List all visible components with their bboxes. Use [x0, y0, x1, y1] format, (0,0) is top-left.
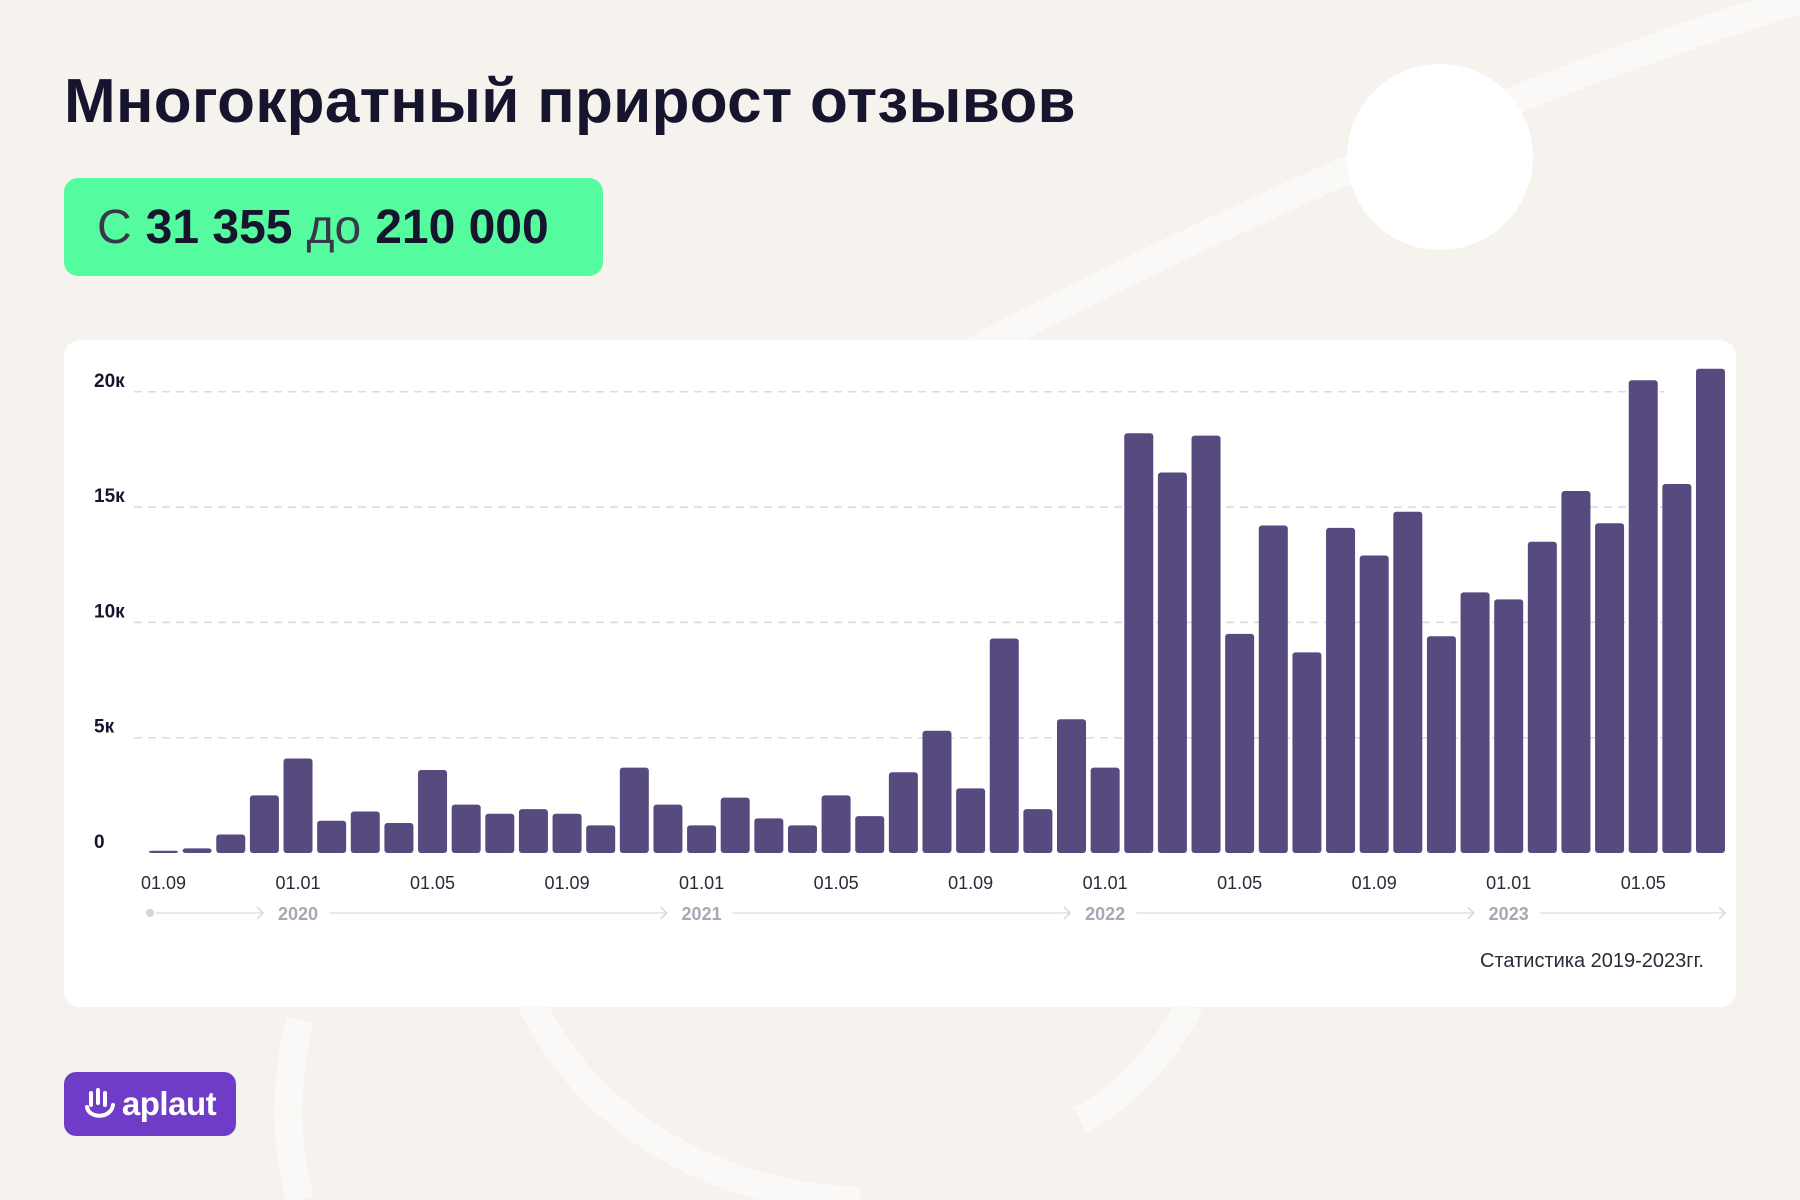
- hand-icon: [84, 1088, 115, 1118]
- bar: [855, 816, 885, 853]
- bar: [1460, 592, 1490, 853]
- y-tick-label: 5к: [94, 717, 115, 738]
- bar: [1057, 719, 1087, 853]
- bar: [1359, 555, 1389, 853]
- badge-to-value: 210 000: [375, 200, 549, 254]
- logo-wordmark: aplaut: [121, 1085, 217, 1122]
- x-tick-label: 01.01: [1486, 873, 1531, 893]
- year-label: 2022: [1085, 904, 1125, 924]
- year-label: 2023: [1489, 904, 1529, 924]
- bar: [182, 848, 212, 853]
- bar: [787, 825, 817, 853]
- timeline-arrow-icon: [1467, 906, 1475, 920]
- y-tick-label: 15к: [94, 486, 125, 507]
- bar: [956, 788, 986, 853]
- bar: [451, 804, 481, 853]
- source-note: Статистика 2019-2023гг.: [1480, 950, 1704, 972]
- timeline-start-dot: [146, 909, 154, 917]
- bar: [384, 823, 414, 853]
- badge-from-word: С: [97, 200, 132, 254]
- bar: [552, 813, 582, 853]
- timeline-arrow-icon: [660, 906, 668, 920]
- bar: [989, 638, 1019, 853]
- x-tick-label: 01.05: [410, 873, 455, 893]
- bar: [754, 818, 784, 853]
- bar: [821, 795, 851, 853]
- timeline-arrow-icon: [256, 906, 265, 920]
- bar: [1326, 527, 1356, 853]
- x-tick-label: 01.09: [141, 873, 186, 893]
- bar: [485, 813, 515, 853]
- growth-badge: С 31 355 до 210 000: [64, 178, 603, 276]
- bar: [1494, 599, 1524, 853]
- badge-to-word: до: [306, 200, 362, 254]
- bar: [922, 730, 952, 853]
- year-label: 2020: [278, 904, 318, 924]
- timeline-arrow-icon: [1718, 906, 1727, 920]
- bar: [888, 772, 918, 853]
- bar: [687, 825, 717, 853]
- x-tick-label: 01.09: [545, 873, 590, 893]
- bar: [653, 804, 683, 853]
- bar: [1225, 633, 1255, 853]
- bar: [1561, 490, 1591, 853]
- bar: [1191, 435, 1221, 853]
- bar: [1595, 523, 1625, 853]
- y-tick-label: 0: [94, 832, 105, 853]
- bar: [350, 811, 380, 853]
- x-tick-label: 01.09: [948, 873, 993, 893]
- aplaut-logo: aplaut: [64, 1072, 236, 1136]
- bar: [1292, 652, 1322, 853]
- badge-from-value: 31 355: [145, 200, 293, 254]
- bar: [1090, 767, 1120, 853]
- bar: [1527, 541, 1557, 853]
- year-label: 2021: [682, 904, 722, 924]
- bar: [283, 758, 313, 853]
- y-tick-label: 10к: [94, 601, 125, 622]
- x-tick-label: 01.05: [1217, 873, 1262, 893]
- bar: [518, 809, 548, 853]
- x-tick-label: 01.01: [1083, 873, 1128, 893]
- bar: [1258, 525, 1288, 853]
- x-tick-label: 01.05: [1621, 873, 1666, 893]
- bar: [317, 820, 347, 853]
- bar: [249, 795, 279, 853]
- bar: [149, 850, 178, 853]
- bar: [1157, 472, 1187, 853]
- x-tick-label: 01.01: [679, 873, 724, 893]
- timeline-arrow-icon: [1063, 906, 1072, 920]
- bar: [586, 825, 616, 853]
- bar: [418, 769, 448, 853]
- x-tick-label: 01.01: [275, 873, 320, 893]
- bar: [1124, 433, 1154, 853]
- chart-card: 0 5к 10к 15к 20к 01.09 01.01 01.05 01.09 01.01 01.…: [64, 340, 1736, 1007]
- bar: [1628, 380, 1658, 853]
- y-tick-label: 20к: [94, 371, 125, 392]
- bar: [1695, 368, 1725, 853]
- bar: [1393, 511, 1423, 853]
- bar: [619, 767, 649, 853]
- x-tick-label: 01.09: [1352, 873, 1397, 893]
- bar: [1023, 809, 1053, 853]
- x-tick-label: 01.05: [814, 873, 859, 893]
- bar: [1662, 484, 1692, 853]
- page-title: Многократный прирост отзывов: [64, 67, 1076, 136]
- bar: [1426, 636, 1456, 853]
- bar: [720, 797, 750, 853]
- bar: [216, 834, 246, 853]
- bar-chart: 0 5к 10к 15к 20к 01.09 01.01 01.05 01.09 01.01 01.…: [94, 368, 1727, 924]
